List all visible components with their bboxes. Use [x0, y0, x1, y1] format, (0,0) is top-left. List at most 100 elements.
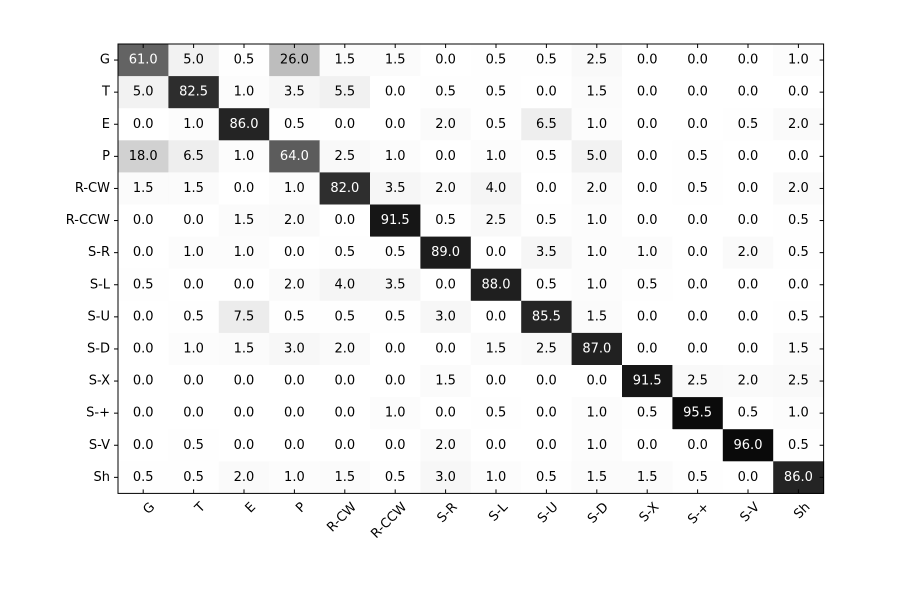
- x-axis-tick-labels: G T E P R-CW R-CCW S-R S-L S-U S-D S-X S-+ S-V Sh: [141, 499, 814, 541]
- heatmap-cell-S-R-E: [218, 236, 270, 270]
- heatmap-cell-R-CW-P: [269, 172, 321, 205]
- cell-value-S-D-E: 1.5: [234, 341, 255, 356]
- heatmap-cell-S-D-S-V: [722, 332, 774, 366]
- cell-value-S-D-S-U: 2.5: [536, 341, 557, 356]
- y-tick-label-E: E: [102, 117, 110, 132]
- heatmap-cell-S-D-S-L: [470, 332, 522, 366]
- heatmap-cell-S-V-T: [168, 429, 220, 462]
- heatmap-cell-S-L-G: [118, 268, 169, 302]
- cell-value-S-D-S-X: 0.0: [637, 341, 658, 356]
- heatmap-cell-S-D-T: [168, 332, 220, 366]
- cell-value-S-U-S-L: 0.0: [486, 309, 507, 324]
- cell-value-S-U-Sh: 0.5: [788, 309, 809, 324]
- heatmap-cell-S-R-Sh: [773, 236, 825, 270]
- cell-value-R-CW-S-D: 2.0: [586, 181, 607, 196]
- heatmap-cell-Sh-S-L: [470, 461, 522, 494]
- heatmap-cell-E-P: [269, 108, 321, 141]
- heatmap-cell-Sh-T: [168, 461, 220, 494]
- heatmap-cell-R-CW-T: [168, 172, 220, 205]
- heatmap-cell-R-CCW-R-CW: [319, 204, 371, 238]
- heatmap-cell-Sh-G: [118, 461, 169, 494]
- cell-value-R-CCW-R-CCW: 91.5: [381, 213, 410, 228]
- cell-value-Sh-T: 0.5: [183, 470, 204, 485]
- heatmap-cell-S-D-S-D: [571, 332, 623, 366]
- cell-value-S-X-E: 0.0: [234, 374, 255, 389]
- heatmap-cell-S-L-S-X: [622, 268, 673, 302]
- cell-value-R-CCW-S-X: 0.0: [637, 213, 658, 228]
- cell-value-P-S-X: 0.0: [637, 149, 658, 164]
- heatmap-cell-S-+-S-D: [571, 397, 623, 430]
- cell-value-R-CCW-S-V: 0.0: [738, 213, 759, 228]
- cell-value-G-S-V: 0.0: [738, 53, 759, 68]
- heatmap-cell-P-R-CW: [319, 140, 371, 173]
- cell-value-S-U-P: 0.5: [284, 309, 305, 324]
- cell-value-R-CCW-P: 2.0: [284, 213, 305, 228]
- cell-value-E-S-+: 0.0: [687, 117, 708, 132]
- cell-value-S-V-P: 0.0: [284, 438, 305, 453]
- heatmap-cell-S-R-R-CW: [319, 236, 371, 270]
- cell-value-R-CW-T: 1.5: [183, 181, 204, 196]
- x-tick-label-P: P: [293, 500, 309, 516]
- heatmap-cell-Sh-S-X: [622, 461, 673, 494]
- cell-value-S-+-T: 0.0: [183, 406, 204, 421]
- x-tick-label-E: E: [243, 500, 259, 516]
- heatmap-cell-S-R-S-V: [722, 236, 774, 270]
- heatmap-cell-E-E: [218, 108, 270, 141]
- heatmap-cell-G-S-+: [672, 44, 724, 77]
- cell-value-S-+-G: 0.0: [133, 406, 154, 421]
- heatmap-cell-R-CW-S-L: [470, 172, 522, 205]
- heatmap-cell-S-D-G: [118, 332, 169, 366]
- cell-value-S-X-S-R: 1.5: [435, 374, 456, 389]
- x-tick-label-T: T: [192, 500, 209, 517]
- cell-value-S-D-S-R: 0.0: [435, 341, 456, 356]
- cell-value-S-U-S-X: 0.0: [637, 309, 658, 324]
- heatmap-cell-S-D-S-U: [521, 332, 573, 366]
- heatmap-cell-P-Sh: [773, 140, 825, 173]
- heatmap-cell-G-S-U: [521, 44, 573, 77]
- cell-value-E-S-U: 6.5: [536, 117, 557, 132]
- heatmap-cell-S-X-S-R: [420, 365, 472, 398]
- heatmap-cell-Sh-S-V: [722, 461, 774, 494]
- heatmap-cell-G-S-L: [470, 44, 522, 77]
- heatmap-cell-S-+-S-R: [420, 397, 472, 430]
- heatmap-cell-S-R-R-CCW: [370, 236, 421, 270]
- heatmap-cell-R-CCW-Sh: [773, 204, 825, 238]
- cell-value-S-R-P: 0.0: [284, 245, 305, 260]
- cell-value-G-Sh: 1.0: [788, 53, 809, 68]
- cell-value-G-T: 5.0: [183, 53, 204, 68]
- x-tick-label-S-+: S-+: [685, 500, 712, 527]
- heatmap-cell-E-S-X: [622, 108, 673, 141]
- heatmap-cell-G-S-X: [622, 44, 673, 77]
- heatmap-cell-T-S-D: [571, 76, 623, 109]
- cell-value-S-U-E: 7.5: [234, 309, 255, 324]
- y-tick-label-R-CCW: R-CCW: [66, 213, 110, 228]
- heatmap-cell-S-D-E: [218, 332, 270, 366]
- cell-value-S-+-S-V: 0.5: [738, 406, 759, 421]
- heatmap-cell-S-R-S-R: [420, 236, 472, 270]
- cell-value-S-+-Sh: 1.0: [788, 406, 809, 421]
- x-tick-label-S-V: S-V: [738, 500, 764, 526]
- heatmap-cell-S-+-P: [269, 397, 321, 430]
- heatmap-cell-R-CW-R-CW: [319, 172, 371, 205]
- cell-value-S-X-S-D: 0.0: [586, 374, 607, 389]
- heatmap-cell-T-S-R: [420, 76, 472, 109]
- y-tick-label-S-V: S-V: [89, 438, 110, 453]
- cell-value-Sh-Sh: 86.0: [784, 470, 813, 485]
- cell-value-S-X-R-CW: 0.0: [334, 374, 355, 389]
- heatmap-cell-E-S-D: [571, 108, 623, 141]
- cell-value-P-E: 1.0: [234, 149, 255, 164]
- heatmap-cell-P-R-CCW: [370, 140, 421, 173]
- cell-value-S-+-P: 0.0: [284, 406, 305, 421]
- cell-value-P-S-U: 0.5: [536, 149, 557, 164]
- heatmap-cell-R-CW-S-X: [622, 172, 673, 205]
- y-axis-tick-labels: G T E P R-CW R-CCW S-R S-L S-U S-D S-X S-+ S-V Sh: [66, 53, 111, 485]
- heatmap-cell-E-S-V: [722, 108, 774, 141]
- heatmap-cell-S-X-S-U: [521, 365, 573, 398]
- plot-frame: [117, 43, 825, 494]
- cell-value-P-S-R: 0.0: [435, 149, 456, 164]
- cell-value-S-D-S-D: 87.0: [582, 341, 611, 356]
- cell-value-S-D-R-CW: 2.0: [334, 341, 355, 356]
- cell-value-E-R-CW: 0.0: [334, 117, 355, 132]
- heatmap-cell-R-CCW-S-V: [722, 204, 774, 238]
